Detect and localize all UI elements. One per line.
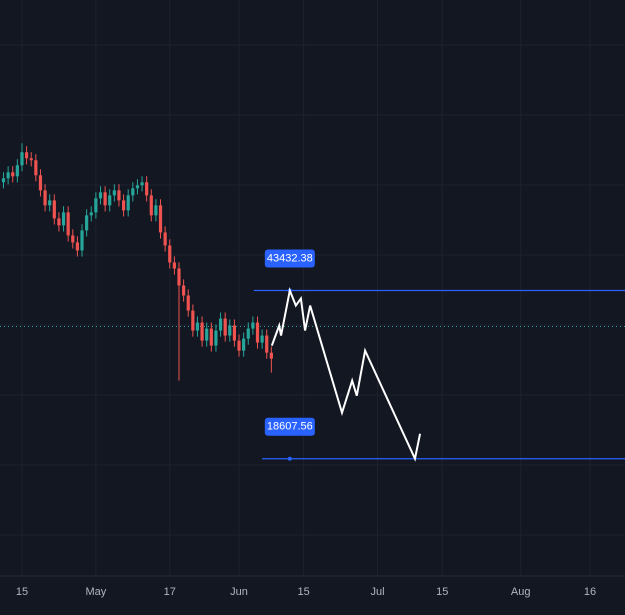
candle-body — [200, 322, 204, 341]
level-label: 43432.38 — [267, 252, 313, 264]
candle-body — [182, 285, 186, 296]
candle-body — [260, 335, 264, 343]
candle-body — [251, 322, 255, 329]
candle-body — [103, 192, 107, 206]
candle-body — [172, 262, 176, 269]
horizontal-grid — [0, 44, 625, 536]
candle-body — [29, 158, 33, 161]
candle-body — [209, 328, 213, 346]
candle-body — [61, 212, 66, 226]
candle-body — [43, 190, 47, 206]
candle-body — [57, 218, 61, 226]
candle-body — [112, 190, 116, 196]
candle-body — [52, 200, 56, 219]
candle-body — [186, 295, 190, 311]
candle-body — [1, 178, 6, 183]
candle-body — [11, 172, 15, 177]
candle-body — [135, 185, 140, 189]
candle-body — [158, 205, 163, 233]
candle-body — [71, 235, 75, 243]
x-tick-label: Jul — [371, 586, 385, 598]
candle-body — [34, 160, 38, 176]
candle-body — [205, 328, 209, 341]
candle-body — [15, 165, 19, 177]
candle-body — [108, 195, 112, 206]
candle-body — [269, 352, 273, 359]
candle-body — [177, 268, 181, 286]
candle-body — [154, 205, 158, 216]
candle-body — [255, 322, 260, 343]
candle-body — [20, 152, 24, 166]
x-tick-label: 15 — [16, 586, 28, 598]
candle-body — [38, 175, 43, 191]
x-tick-label: 17 — [164, 586, 176, 598]
x-tick-label: 15 — [298, 586, 310, 598]
candle-body — [163, 232, 167, 246]
candle-body — [126, 195, 130, 211]
candle-body — [214, 330, 218, 346]
candle-body — [24, 152, 29, 159]
candle-body — [117, 190, 121, 201]
candle-body — [94, 198, 98, 213]
candle-body — [6, 172, 10, 179]
candle-body — [191, 310, 195, 331]
candle-body — [237, 340, 241, 351]
candle-body — [98, 192, 103, 199]
candle-body — [80, 230, 84, 251]
candle-body — [232, 325, 237, 341]
candle-body — [48, 200, 52, 206]
level-anchor — [287, 456, 292, 461]
candle-body — [246, 328, 250, 339]
level-label-box — [264, 417, 315, 436]
candle-body — [66, 212, 70, 236]
x-tick-label: 16 — [584, 586, 596, 598]
x-tick-label: 15 — [436, 586, 448, 598]
projection-line — [270, 286, 422, 462]
candle-body — [223, 318, 227, 336]
candle-body — [89, 212, 93, 216]
level-label: 18607.56 — [267, 421, 313, 433]
candle-body — [265, 335, 269, 353]
candle-body — [242, 338, 246, 351]
candle-body — [218, 318, 223, 331]
level-label-box — [264, 249, 315, 268]
candle-body — [75, 242, 79, 251]
candle-body — [131, 188, 135, 196]
x-tick-label: Jun — [230, 586, 248, 598]
candle-body — [168, 245, 172, 263]
x-tick-label: May — [85, 586, 106, 598]
candle-body — [149, 195, 153, 216]
candle-body — [85, 215, 89, 231]
candle-body — [121, 200, 126, 211]
candle-body — [140, 182, 144, 186]
candle-body — [195, 322, 200, 331]
x-tick-label: Aug — [511, 586, 531, 598]
candle-body — [145, 182, 149, 196]
candle-body — [228, 325, 232, 336]
